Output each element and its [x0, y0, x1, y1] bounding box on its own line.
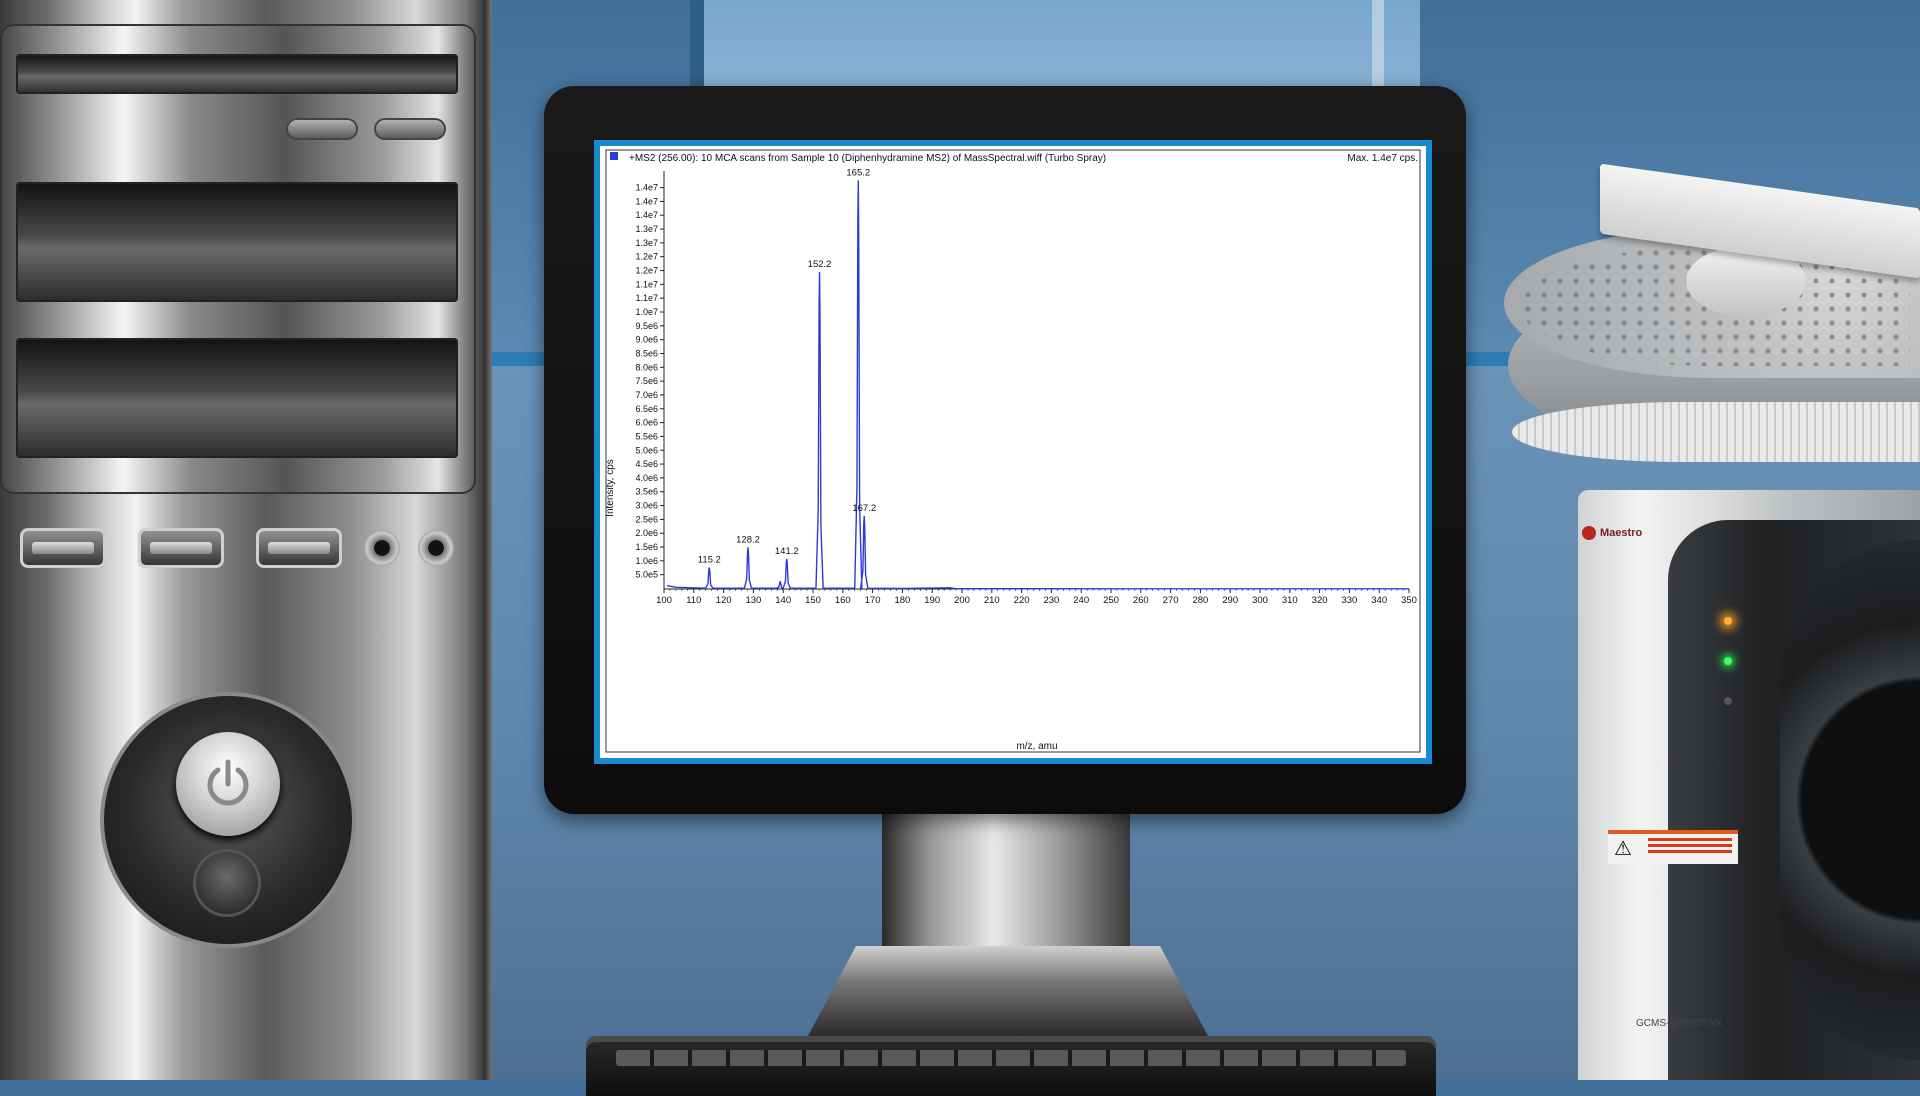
x-tick-label: 130 — [745, 595, 761, 606]
chart-frame — [605, 149, 1421, 753]
y-tick-label: 9.0e6 — [635, 335, 658, 345]
warning-label — [1608, 830, 1738, 864]
x-tick-label: 240 — [1073, 595, 1089, 606]
power-icon — [207, 759, 249, 806]
autosampler-ring — [1512, 402, 1920, 462]
gcms-door[interactable] — [1780, 540, 1920, 1060]
x-tick-label: 330 — [1341, 595, 1357, 606]
eject-button[interactable] — [374, 118, 446, 140]
x-tick-label: 140 — [775, 595, 791, 606]
x-tick-label: 350 — [1401, 595, 1417, 606]
x-tick-label: 170 — [865, 595, 881, 606]
y-tick-label: 1.2e7 — [635, 266, 658, 276]
square-marker-icon — [610, 152, 618, 160]
y-tick-label: 6.0e6 — [635, 418, 658, 428]
spectrum-line — [666, 180, 1410, 590]
x-tick-label: 340 — [1371, 595, 1387, 606]
x-tick-label: 120 — [716, 595, 732, 606]
peak-label: 152.2 — [808, 259, 832, 270]
x-tick-label: 310 — [1282, 595, 1298, 606]
y-tick-label: 1.5e6 — [635, 542, 658, 552]
optical-drive-slot[interactable] — [16, 54, 458, 94]
x-tick-label: 280 — [1192, 595, 1208, 606]
x-tick-label: 150 — [805, 595, 821, 606]
y-tick-label: 1.4e7 — [635, 183, 658, 193]
y-tick-label: 1.0e6 — [635, 556, 658, 566]
y-tick-label: 5.0e5 — [635, 570, 658, 580]
usb-port[interactable] — [138, 528, 224, 568]
chart-header: +MS2 (256.00): 10 MCA scans from Sample … — [629, 153, 1106, 164]
y-tick-label: 5.5e6 — [635, 431, 658, 441]
x-axis-label: m/z, amu — [1016, 741, 1057, 752]
y-tick-label: 9.5e6 — [635, 321, 658, 331]
y-tick-label: 1.2e7 — [635, 252, 658, 262]
reset-button[interactable] — [196, 852, 258, 914]
y-tick-label: 1.4e7 — [635, 210, 658, 220]
drive-bay[interactable] — [16, 182, 458, 302]
chart-max-label: Max. 1.4e7 cps. — [1347, 153, 1418, 164]
peak-label: 165.2 — [846, 167, 870, 178]
x-tick-label: 320 — [1312, 595, 1328, 606]
mass-spectrum-chart[interactable]: +MS2 (256.00): 10 MCA scans from Sample … — [600, 146, 1426, 758]
x-tick-label: 300 — [1252, 595, 1268, 606]
x-tick-label: 200 — [954, 595, 970, 606]
y-tick-label: 3.5e6 — [635, 487, 658, 497]
y-tick-label: 2.5e6 — [635, 514, 658, 524]
y-tick-label: 1.3e7 — [635, 238, 658, 248]
status-led-green — [1724, 657, 1732, 665]
y-tick-label: 6.5e6 — [635, 404, 658, 414]
y-tick-label: 1.1e7 — [635, 293, 658, 303]
peak-label: 128.2 — [736, 534, 760, 545]
y-tick-label: 3.0e6 — [635, 501, 658, 511]
x-tick-label: 220 — [1014, 595, 1030, 606]
y-axis-ticks: 5.0e5 1.0e6 1.5e6 2.0e6 2.5e6 3.0e6 3.5e6 4.0e6… — [635, 183, 664, 580]
x-tick-label: 100 — [656, 595, 672, 606]
x-tick-label: 180 — [894, 595, 910, 606]
x-tick-label: 110 — [686, 595, 701, 606]
x-axis-ticks: 100 110 120 130 140 150 160 170 180 190 200 210 220 2… — [656, 589, 1417, 606]
keyboard[interactable] — [586, 1036, 1436, 1096]
monitor-stand-neck — [882, 812, 1130, 950]
pc-tower-edge — [484, 0, 492, 1080]
x-tick-label: 290 — [1222, 595, 1238, 606]
audio-jack[interactable] — [364, 530, 400, 566]
peak-label: 115.2 — [698, 554, 721, 565]
y-tick-label: 1.4e7 — [635, 196, 658, 206]
x-tick-label: 230 — [1043, 595, 1059, 606]
y-tick-label: 8.5e6 — [635, 348, 658, 358]
y-tick-label: 4.0e6 — [635, 473, 658, 483]
status-led-orange — [1724, 617, 1732, 625]
y-tick-label: 5.0e6 — [635, 445, 658, 455]
peak-label: 141.2 — [775, 546, 799, 557]
y-tick-label: 1.3e7 — [635, 224, 658, 234]
drive-bay[interactable] — [16, 338, 458, 458]
x-tick-label: 190 — [924, 595, 940, 606]
status-led-off — [1724, 697, 1732, 705]
x-tick-label: 210 — [984, 595, 1000, 606]
y-tick-label: 7.5e6 — [635, 376, 658, 386]
instrument-model: GCMS-QP2020 NX — [1636, 1018, 1723, 1029]
x-tick-label: 260 — [1133, 595, 1149, 606]
y-tick-label: 1.0e7 — [635, 307, 658, 317]
x-tick-label: 160 — [835, 595, 851, 606]
peak-labels: 115.2 128.2 141.2 152.2 165.2 167.2 — [698, 167, 876, 565]
usb-port[interactable] — [20, 528, 106, 568]
x-tick-label: 270 — [1163, 595, 1179, 606]
usb-port[interactable] — [256, 528, 342, 568]
y-tick-label: 2.0e6 — [635, 528, 658, 538]
y-tick-label: 8.0e6 — [635, 362, 658, 372]
peak-label: 167.2 — [852, 503, 876, 514]
monitor-stand-base — [808, 946, 1208, 1036]
x-tick-label: 250 — [1103, 595, 1119, 606]
eject-button[interactable] — [286, 118, 358, 140]
audio-jack[interactable] — [418, 530, 454, 566]
power-button[interactable] — [176, 732, 280, 836]
instrument-logo: Maestro — [1582, 526, 1662, 548]
y-tick-label: 1.1e7 — [635, 279, 658, 289]
y-axis-label: Intensity, cps — [605, 459, 616, 517]
y-tick-label: 7.0e6 — [635, 390, 658, 400]
y-tick-label: 4.5e6 — [635, 459, 658, 469]
